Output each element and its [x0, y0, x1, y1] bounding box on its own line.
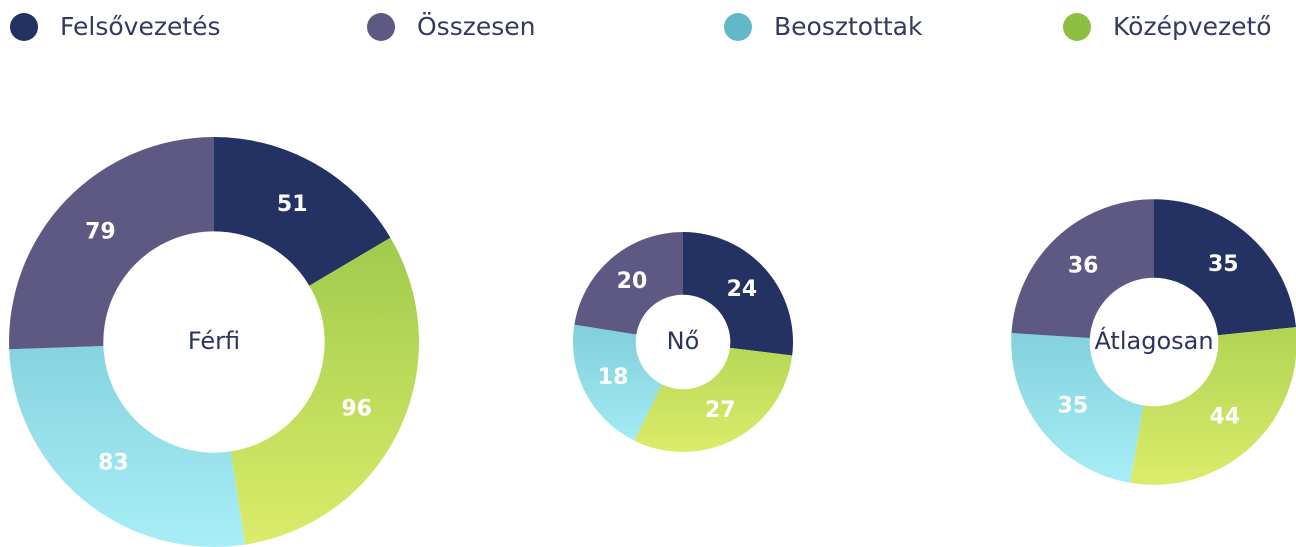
slice-label: 44: [1210, 404, 1241, 429]
donut-slice: [214, 137, 391, 286]
center-label: Férfi: [188, 327, 240, 355]
slice-label: 51: [277, 192, 308, 217]
center-label: Nő: [667, 327, 700, 355]
slice-label: 20: [617, 269, 648, 294]
slice-label: 27: [705, 398, 736, 423]
slice-label: 35: [1058, 393, 1089, 418]
donut-slice: [1130, 327, 1296, 485]
donut-slice: [9, 137, 214, 350]
donut-slice: [1011, 199, 1154, 338]
slice-label: 79: [85, 219, 116, 244]
slice-label: 18: [598, 365, 629, 390]
donut-slice: [1011, 333, 1144, 483]
legend-dot: [1063, 13, 1091, 41]
legend-dot: [724, 13, 752, 41]
legend-label: Összesen: [417, 12, 535, 41]
slice-label: 36: [1068, 254, 1099, 279]
legend-label: Felsővezetés: [60, 12, 221, 41]
slice-label: 24: [727, 277, 758, 302]
donut-slice: [9, 345, 246, 547]
legend-label: Középvezető: [1113, 12, 1272, 41]
slice-label: 83: [98, 451, 129, 476]
legend-label: Beosztottak: [774, 12, 923, 41]
donut-slice: [683, 231, 794, 356]
donut-slice: [1154, 199, 1296, 336]
donut-slice: [230, 237, 419, 545]
donut-slice: [574, 231, 683, 335]
donut-slice: [572, 324, 663, 441]
legend-dot: [367, 13, 395, 41]
slice-label: 35: [1208, 252, 1239, 277]
donut-slice: [634, 347, 793, 453]
slice-label: 96: [341, 397, 372, 422]
legend-dot: [10, 13, 38, 41]
center-label: Átlagosan: [1094, 326, 1213, 355]
